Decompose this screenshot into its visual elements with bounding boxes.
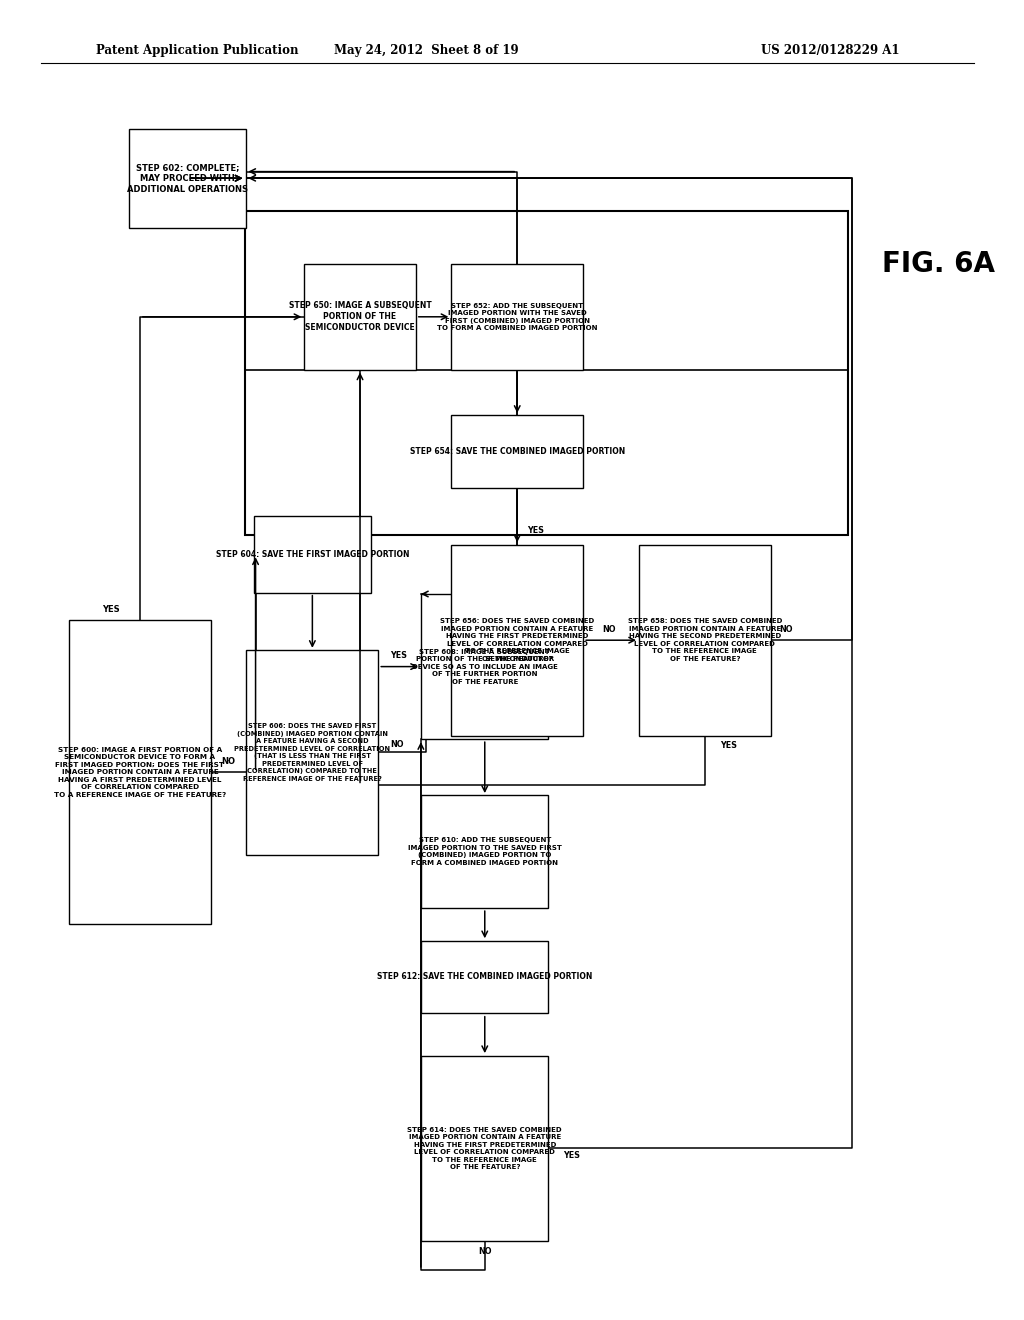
Text: US 2012/0128229 A1: US 2012/0128229 A1	[761, 44, 899, 57]
FancyBboxPatch shape	[452, 544, 583, 737]
Text: STEP 650: IMAGE A SUBSEQUENT
PORTION OF THE
SEMICONDUCTOR DEVICE: STEP 650: IMAGE A SUBSEQUENT PORTION OF …	[289, 301, 431, 333]
FancyBboxPatch shape	[452, 414, 583, 487]
Text: STEP 612: SAVE THE COMBINED IMAGED PORTION: STEP 612: SAVE THE COMBINED IMAGED PORTI…	[377, 973, 593, 981]
Text: NO: NO	[602, 624, 615, 634]
Text: Patent Application Publication: Patent Application Publication	[96, 44, 299, 57]
Text: NO: NO	[779, 624, 793, 634]
Text: STEP 654: SAVE THE COMBINED IMAGED PORTION: STEP 654: SAVE THE COMBINED IMAGED PORTI…	[410, 447, 625, 455]
Text: YES: YES	[563, 1151, 580, 1159]
Text: YES: YES	[527, 525, 545, 535]
Text: YES: YES	[720, 742, 737, 750]
Text: STEP 606: DOES THE SAVED FIRST
(COMBINED) IMAGED PORTION CONTAIN
A FEATURE HAVIN: STEP 606: DOES THE SAVED FIRST (COMBINED…	[234, 723, 390, 781]
FancyBboxPatch shape	[422, 795, 548, 908]
Text: STEP 658: DOES THE SAVED COMBINED
IMAGED PORTION CONTAIN A FEATURE
HAVING THE SE: STEP 658: DOES THE SAVED COMBINED IMAGED…	[628, 619, 782, 661]
Text: STEP 610: ADD THE SUBSEQUENT
IMAGED PORTION TO THE SAVED FIRST
(COMBINED) IMAGED: STEP 610: ADD THE SUBSEQUENT IMAGED PORT…	[408, 837, 562, 866]
FancyBboxPatch shape	[254, 516, 371, 593]
Text: STEP 600: IMAGE A FIRST PORTION OF A
SEMICONDUCTOR DEVICE TO FORM A
FIRST IMAGED: STEP 600: IMAGE A FIRST PORTION OF A SEM…	[54, 747, 226, 797]
FancyBboxPatch shape	[422, 594, 548, 739]
FancyBboxPatch shape	[129, 129, 246, 227]
Text: YES: YES	[390, 651, 408, 660]
Text: STEP 602: COMPLETE;
MAY PROCEED WITH
ADDITIONAL OPERATIONS: STEP 602: COMPLETE; MAY PROCEED WITH ADD…	[127, 162, 248, 194]
Text: STEP 652: ADD THE SUBSEQUENT
IMAGED PORTION WITH THE SAVED
FIRST (COMBINED) IMAG: STEP 652: ADD THE SUBSEQUENT IMAGED PORT…	[437, 302, 597, 331]
FancyBboxPatch shape	[452, 264, 583, 370]
FancyBboxPatch shape	[69, 620, 211, 924]
Text: NO: NO	[390, 741, 403, 748]
FancyBboxPatch shape	[422, 1056, 548, 1241]
Text: STEP 656: DOES THE SAVED COMBINED
IMAGED PORTION CONTAIN A FEATURE
HAVING THE FI: STEP 656: DOES THE SAVED COMBINED IMAGED…	[440, 619, 594, 661]
Text: NO: NO	[478, 1247, 492, 1255]
Text: May 24, 2012  Sheet 8 of 19: May 24, 2012 Sheet 8 of 19	[334, 44, 518, 57]
FancyBboxPatch shape	[422, 940, 548, 1014]
Text: FIG. 6A: FIG. 6A	[883, 249, 995, 279]
Text: STEP 604: SAVE THE FIRST IMAGED PORTION: STEP 604: SAVE THE FIRST IMAGED PORTION	[216, 550, 410, 558]
FancyBboxPatch shape	[304, 264, 416, 370]
Text: STEP 608: IMAGE A SUBSEQUENT
PORTION OF THE SEMICONDUCTOR
DEVICE SO AS TO INCLUD: STEP 608: IMAGE A SUBSEQUENT PORTION OF …	[412, 648, 558, 685]
Text: NO: NO	[221, 756, 236, 766]
Text: YES: YES	[102, 605, 120, 614]
Text: STEP 614: DOES THE SAVED COMBINED
IMAGED PORTION CONTAIN A FEATURE
HAVING THE FI: STEP 614: DOES THE SAVED COMBINED IMAGED…	[408, 1127, 562, 1170]
FancyBboxPatch shape	[639, 544, 771, 737]
FancyBboxPatch shape	[247, 651, 378, 855]
